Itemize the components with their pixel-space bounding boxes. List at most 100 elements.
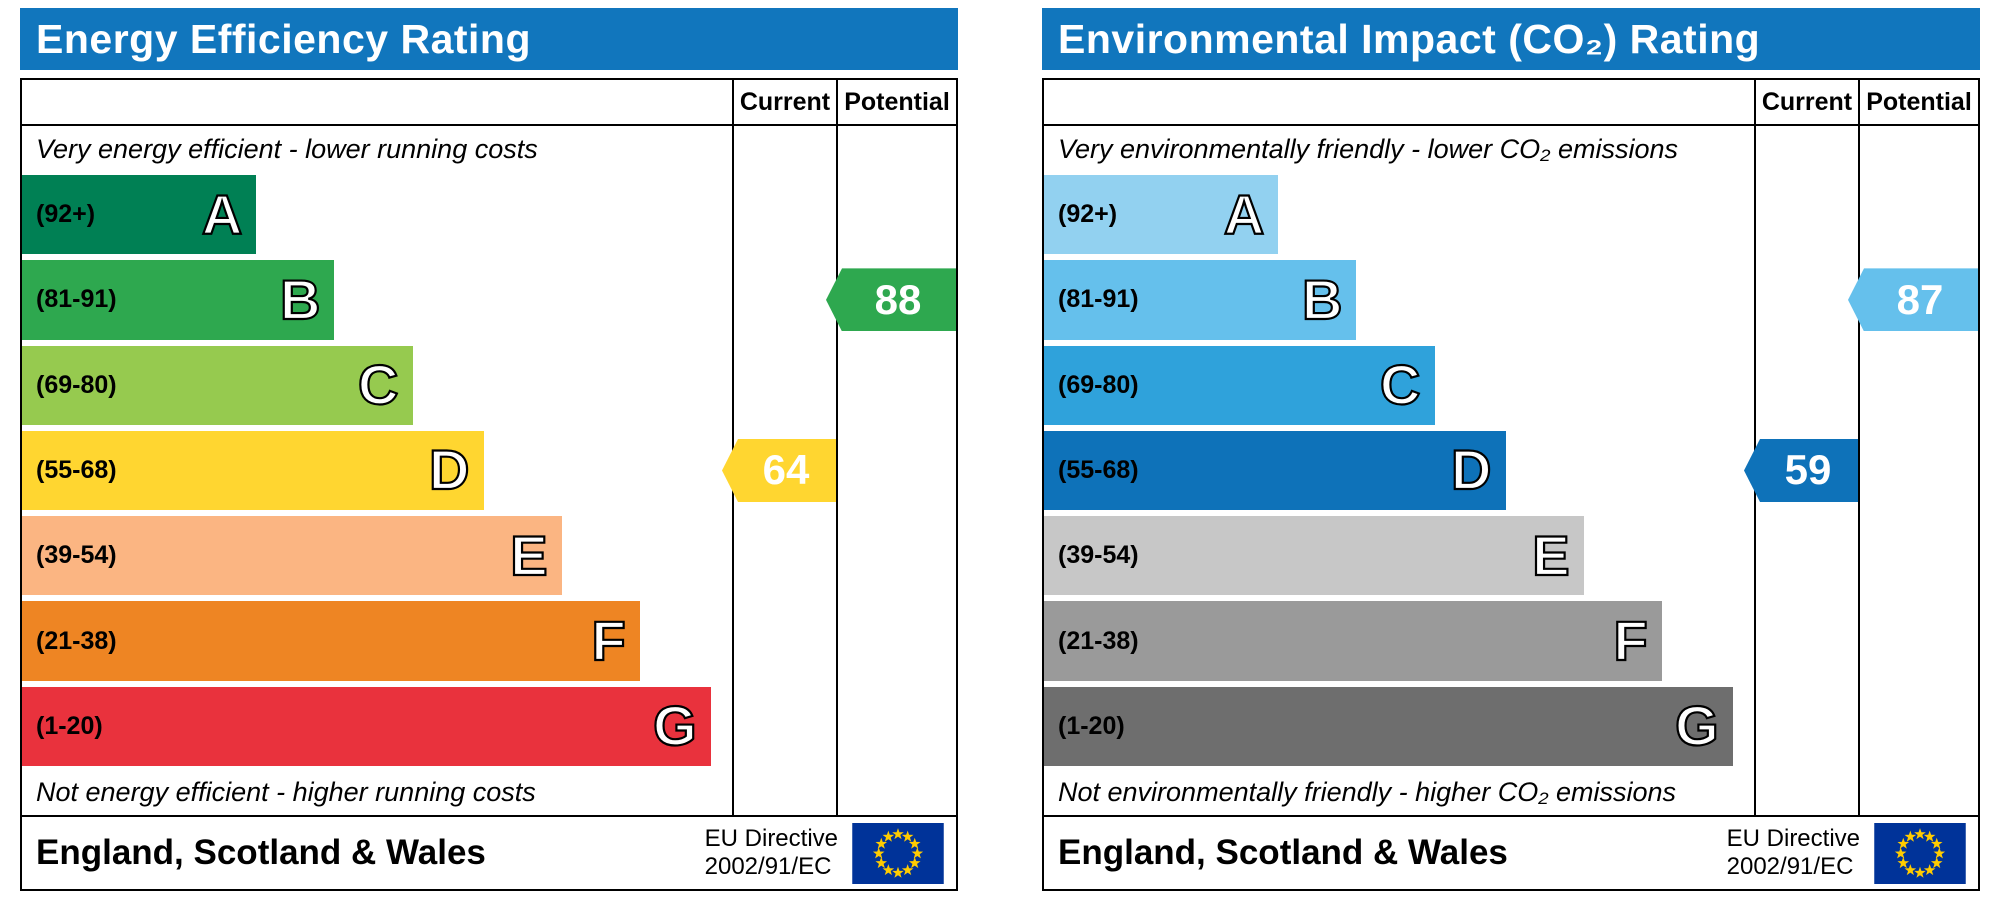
band-row-d: (55-68) D	[22, 428, 732, 513]
band-range: (81-91)	[36, 285, 117, 314]
band-row-g: (1-20) G	[22, 684, 732, 769]
potential-column: 88	[826, 126, 956, 815]
potential-column: 87	[1848, 126, 1978, 815]
band-range: (39-54)	[1058, 541, 1139, 570]
band-range: (1-20)	[36, 711, 103, 740]
band-bar-f: (21-38) F	[1044, 601, 1662, 681]
band-letter: G	[652, 694, 698, 758]
panel-title: Energy Efficiency Rating	[36, 15, 532, 62]
band-letter: E	[1531, 523, 1571, 587]
band-range: (55-68)	[36, 455, 117, 484]
band-bar-b: (81-91) B	[22, 260, 335, 340]
bottom-note: Not environmentally friendly - higher CO…	[1058, 776, 1677, 807]
region-label: England, Scotland & Wales	[36, 833, 486, 872]
table-corner-cell	[22, 80, 734, 126]
band-row-b: (81-91) B	[1044, 257, 1754, 342]
rating-bands: (92+) A (81-91) B (69-80) C	[1044, 172, 1754, 769]
panel-title: Environmental Impact (CO₂) Rating	[1058, 15, 1761, 62]
potential-rating-value: 88	[874, 275, 922, 323]
current-column-header: Current	[1756, 80, 1860, 126]
band-row-f: (21-38) F	[22, 598, 732, 683]
band-row-a: (92+) A	[1044, 172, 1754, 257]
environmental-impact-panel: Environmental Impact (CO₂) Rating Curren…	[1042, 8, 1980, 891]
band-letter: B	[1301, 267, 1344, 331]
band-letter: A	[1223, 182, 1266, 246]
table-corner-cell	[1044, 80, 1756, 126]
band-range: (92+)	[36, 200, 96, 229]
current-rating-value: 64	[762, 446, 810, 494]
current-column: 59	[1744, 126, 1860, 815]
band-letter: F	[1612, 609, 1648, 673]
eu-directive-label: EU Directive 2002/91/EC	[1727, 825, 1860, 880]
band-row-b: (81-91) B	[22, 257, 732, 342]
band-bar-f: (21-38) F	[22, 601, 640, 681]
potential-rating-arrow: 88	[826, 268, 956, 332]
rating-scale: Very environmentally friendly - lower CO…	[1044, 126, 1756, 815]
band-bar-e: (39-54) E	[1044, 516, 1584, 596]
potential-rating-value: 87	[1896, 275, 1944, 323]
band-bar-g: (1-20) G	[1044, 686, 1733, 766]
band-letter: A	[201, 182, 244, 246]
band-row-c: (69-80) C	[22, 343, 732, 428]
current-column: 64	[722, 126, 838, 815]
rating-bands: (92+) A (81-91) B (69-80) C	[22, 172, 732, 769]
eu-directive-line2: 2002/91/EC	[1726, 853, 1854, 880]
band-bar-d: (55-68) D	[1044, 430, 1506, 511]
current-column-header: Current	[734, 80, 838, 126]
eu-directive-line1: EU Directive	[704, 825, 838, 853]
band-row-f: (21-38) F	[1044, 598, 1754, 683]
eu-directive-label: EU Directive 2002/91/EC	[705, 825, 838, 880]
band-range: (81-91)	[1058, 285, 1139, 314]
band-row-a: (92+) A	[22, 172, 732, 257]
band-letter: C	[357, 353, 400, 417]
rating-scale: Very energy efficient - lower running co…	[22, 126, 734, 815]
eu-flag-icon	[1874, 822, 1966, 884]
band-range: (21-38)	[36, 626, 117, 655]
band-range: (39-54)	[36, 541, 117, 570]
band-letter: B	[279, 267, 322, 331]
band-row-e: (39-54) E	[1044, 513, 1754, 598]
band-bar-g: (1-20) G	[22, 686, 711, 766]
top-note: Very environmentally friendly - lower CO…	[1058, 133, 1678, 164]
band-letter: D	[428, 438, 471, 502]
band-bar-c: (69-80) C	[22, 345, 413, 425]
band-row-c: (69-80) C	[1044, 343, 1754, 428]
rating-table: Current Potential Very environmentally f…	[1042, 78, 1980, 817]
eu-directive-line2: 2002/91/EC	[704, 853, 832, 880]
band-range: (69-80)	[36, 370, 117, 399]
potential-rating-arrow: 87	[1848, 268, 1978, 332]
band-letter: G	[1674, 694, 1720, 758]
band-bar-b: (81-91) B	[1044, 260, 1357, 340]
eu-flag-icon	[852, 822, 944, 884]
eu-directive-line1: EU Directive	[1726, 825, 1860, 853]
band-range: (69-80)	[1058, 370, 1139, 399]
band-range: (1-20)	[1058, 711, 1125, 740]
band-letter: E	[509, 523, 549, 587]
band-range: (92+)	[1058, 200, 1118, 229]
current-rating-value: 59	[1784, 446, 1832, 494]
potential-column-header: Potential	[1860, 80, 1978, 126]
current-rating-arrow: 64	[722, 438, 836, 503]
band-letter: F	[590, 609, 626, 673]
energy-efficiency-panel: Energy Efficiency Rating Current Potenti…	[20, 8, 958, 891]
band-bar-a: (92+) A	[1044, 175, 1279, 255]
region-label: England, Scotland & Wales	[1058, 833, 1508, 872]
band-bar-e: (39-54) E	[22, 516, 562, 596]
current-rating-arrow: 59	[1744, 438, 1858, 503]
band-range: (21-38)	[1058, 626, 1139, 655]
panel-footer: England, Scotland & Wales EU Directive 2…	[1042, 817, 1980, 891]
rating-table: Current Potential Very energy efficient …	[20, 78, 958, 817]
band-bar-c: (69-80) C	[1044, 345, 1435, 425]
top-note: Very energy efficient - lower running co…	[36, 133, 538, 164]
band-letter: C	[1379, 353, 1422, 417]
band-row-d: (55-68) D	[1044, 428, 1754, 513]
panel-header: Energy Efficiency Rating	[20, 8, 958, 70]
panel-header: Environmental Impact (CO₂) Rating	[1042, 8, 1980, 70]
band-row-g: (1-20) G	[1044, 684, 1754, 769]
bottom-note: Not energy efficient - higher running co…	[36, 776, 536, 807]
band-bar-d: (55-68) D	[22, 430, 484, 511]
band-range: (55-68)	[1058, 455, 1139, 484]
potential-column-header: Potential	[838, 80, 956, 126]
band-bar-a: (92+) A	[22, 175, 257, 255]
